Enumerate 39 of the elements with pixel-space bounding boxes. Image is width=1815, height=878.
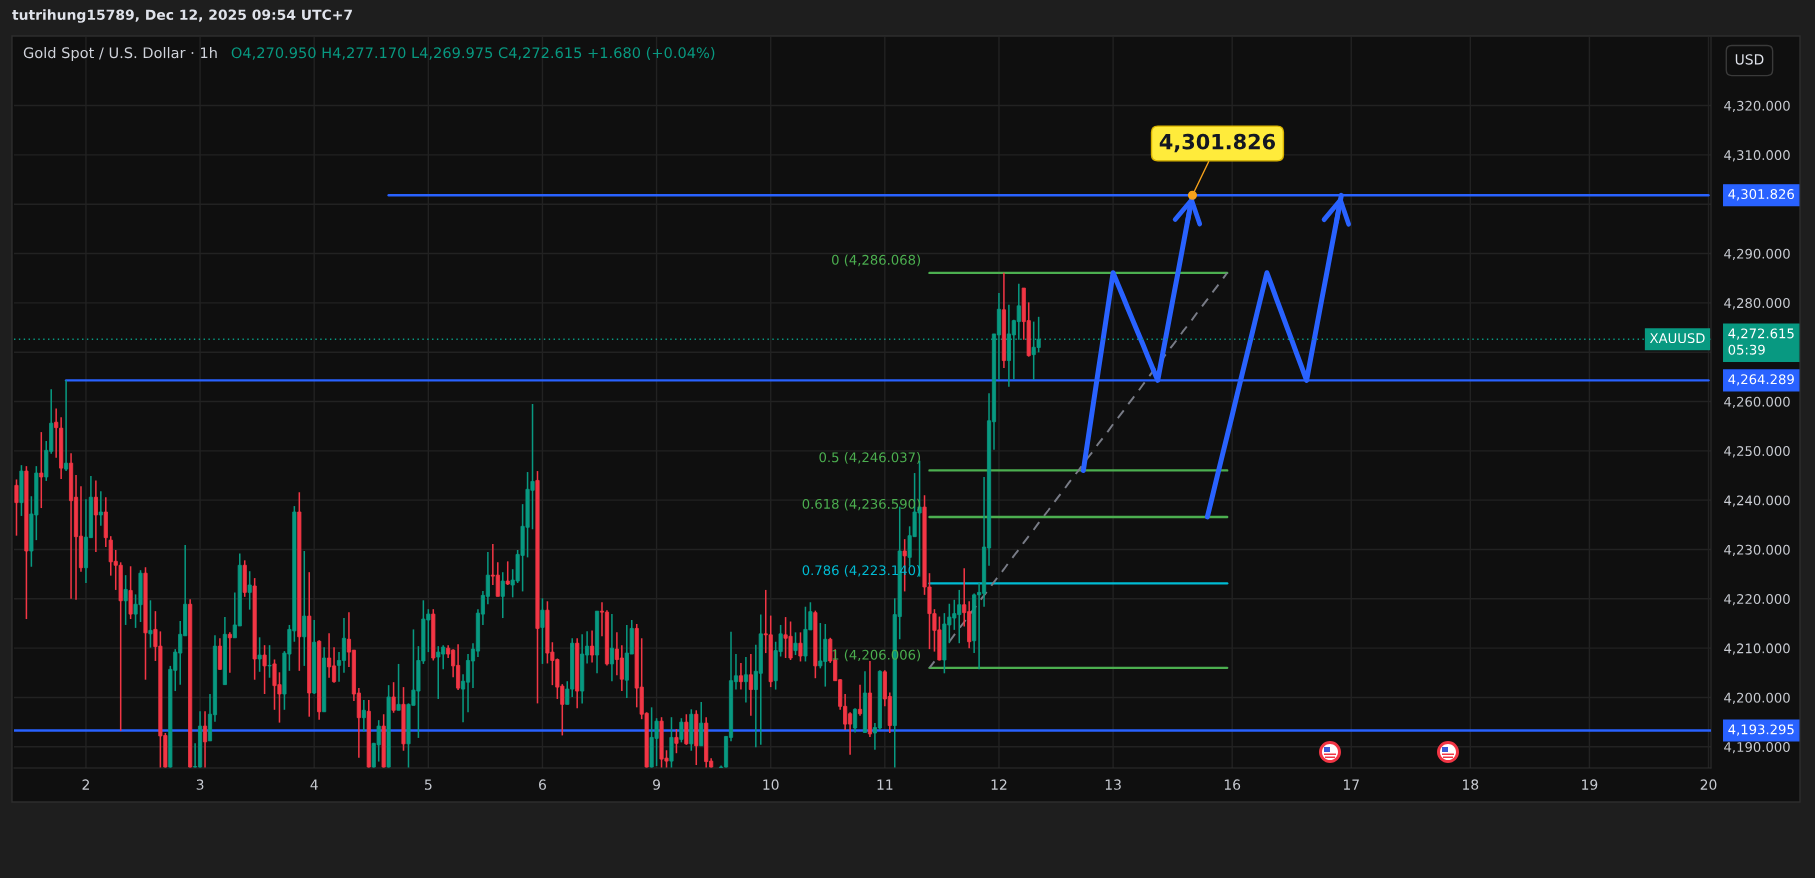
x-tick-label: 5 [424,779,432,790]
x-tick-label: 12 [991,779,1007,790]
x-tick-label: 16 [1224,779,1241,790]
x-tick-label: 9 [653,779,661,790]
text: O4,270.950 H4,277.170 L4,269.975 C4,272.615 +1.680 (+0.04%) [231,46,715,60]
data-label: 4,301.826 [1728,189,1794,201]
data-label: 4,301.826 [1159,133,1275,153]
x-tick-label: 3 [196,779,204,790]
x-tick-label: 19 [1582,779,1598,790]
data-label: 4,264.289 [1728,374,1794,386]
y-tick-label: 4,190.000 [1724,742,1790,754]
x-tick-label: 13 [1105,779,1121,790]
series-label: 0 (4,286.068) [831,254,921,267]
y-tick-label: 4,210.000 [1724,643,1790,655]
y-tick-label: 4,200.000 [1724,692,1790,705]
y-tick-label: 4,310.000 [1724,150,1790,162]
y-tick-label: 4,250.000 [1724,446,1790,458]
y-tick-label: 4,220.000 [1724,594,1790,606]
y-tick-label: 4,240.000 [1724,495,1790,507]
y-tick-label: 4,230.000 [1724,544,1790,557]
ref-line-label: 4,272.615 05:39 [1728,328,1794,355]
ref-line-label: 4,193.295 [1728,724,1794,736]
y-tick-label: 4,290.000 [1724,248,1790,261]
x-tick-label: 17 [1343,779,1359,790]
text: Gold Spot / U.S. Dollar · 1h [23,46,217,62]
annotation: XAUUSD [1649,333,1705,344]
x-tick-label: 6 [539,779,546,790]
x-tick-label: 4 [310,779,318,790]
series-label: 0.5 (4,246.037) [819,452,921,464]
x-tick-label: 2 [82,779,89,790]
x-tick-label: 18 [1463,779,1479,790]
y-axis-title: USD [1735,54,1764,65]
y-tick-label: 4,280.000 [1724,298,1790,310]
y-tick-label: 4,260.000 [1724,396,1790,409]
x-tick-label: 11 [877,779,893,790]
y-tick-label: 4,320.000 [1724,100,1790,113]
x-tick-label: 10 [763,779,779,790]
text: tutrihung15789, Dec 12, 2025 09:54 UTC+7 [12,9,352,23]
x-tick-label: 20 [1700,779,1717,790]
